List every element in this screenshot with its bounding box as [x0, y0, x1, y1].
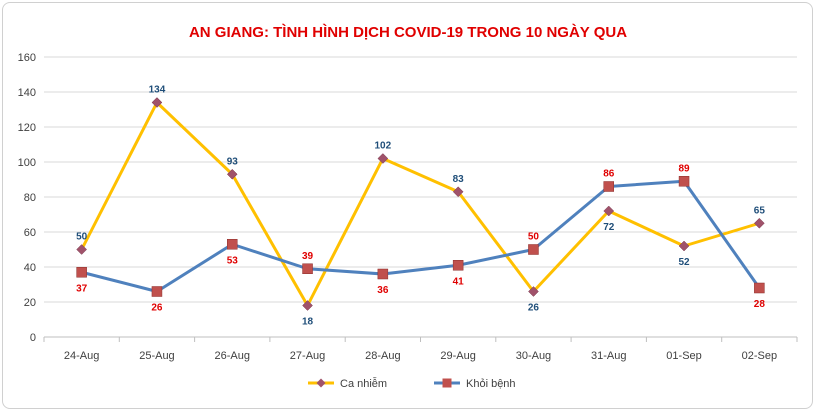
data-label: 102 — [375, 141, 392, 152]
y-tick-label: 80 — [24, 192, 36, 204]
data-point-marker — [227, 239, 238, 250]
x-tick-label: 25-Aug — [139, 350, 174, 362]
data-label: 134 — [149, 85, 166, 96]
chart-title: AN GIANG: TÌNH HÌNH DỊCH COVID-19 TRONG … — [189, 24, 627, 41]
y-tick-label: 120 — [18, 122, 36, 134]
data-point-marker — [151, 286, 163, 297]
x-tick-label: 24-Aug — [64, 350, 99, 362]
data-point-marker — [678, 176, 690, 187]
data-label: 36 — [377, 285, 389, 296]
data-label: 39 — [302, 251, 314, 262]
x-tick-label: 02-Sep — [742, 350, 777, 362]
data-point-marker — [151, 97, 163, 108]
data-label: 72 — [603, 222, 615, 233]
data-point-marker — [302, 300, 313, 311]
data-point-marker — [528, 286, 539, 297]
x-tick-label: 01-Sep — [666, 350, 701, 362]
data-point-marker — [452, 260, 464, 271]
data-label: 28 — [754, 299, 766, 310]
data-point-marker — [76, 267, 87, 278]
data-label: 52 — [678, 257, 690, 268]
data-point-marker — [528, 244, 539, 255]
data-point-marker — [678, 240, 690, 252]
legend-marker — [316, 378, 326, 388]
y-tick-label: 140 — [18, 87, 36, 99]
x-tick-label: 28-Aug — [365, 350, 400, 362]
x-tick-label: 31-Aug — [591, 350, 626, 362]
data-label: 26 — [151, 303, 163, 314]
data-point-marker — [753, 217, 765, 229]
x-tick-label: 27-Aug — [290, 350, 325, 362]
data-label: 53 — [227, 255, 239, 266]
data-point-marker — [377, 268, 389, 280]
data-point-marker — [302, 263, 313, 274]
data-point-marker — [603, 181, 614, 192]
series-group: 50 134 93 18 102 83 26 72 52 65 37 26 53 39 36 41 50 86 89… — [76, 85, 765, 328]
data-point-marker — [754, 282, 765, 294]
data-label: 93 — [227, 156, 239, 167]
data-point-marker — [76, 244, 88, 255]
gridlines — [44, 56, 797, 338]
data-label: 89 — [678, 163, 690, 174]
data-label: 26 — [528, 303, 540, 314]
series-line-1 — [80, 101, 761, 307]
data-label: 83 — [453, 174, 465, 185]
legend-marker — [442, 378, 452, 388]
y-tick-label: 20 — [24, 297, 36, 309]
x-tick-label: 30-Aug — [516, 350, 551, 362]
chart-frame — [2, 2, 813, 409]
y-axis: 0 20 40 60 80 100 120 140 160 — [18, 52, 36, 344]
y-tick-label: 60 — [24, 227, 36, 239]
data-point-marker — [452, 186, 464, 198]
data-label: 50 — [76, 232, 88, 243]
legend-label: Ca nhiễm — [340, 377, 387, 390]
data-label: 50 — [528, 232, 540, 243]
data-label: 86 — [603, 169, 615, 180]
data-label: 65 — [754, 205, 766, 216]
y-tick-label: 160 — [18, 52, 36, 64]
legend-label: Khỏi bệnh — [466, 378, 516, 390]
data-point-marker — [603, 205, 615, 217]
data-point-marker — [226, 168, 238, 180]
y-tick-label: 100 — [18, 157, 36, 169]
y-tick-label: 0 — [30, 332, 36, 344]
data-label: 37 — [76, 283, 88, 294]
x-tick-label: 26-Aug — [215, 350, 250, 362]
x-tick-label: 29-Aug — [440, 350, 475, 362]
x-axis: 24-Aug 25-Aug 26-Aug 27-Aug 28-Aug 29-Aug 30-A… — [43, 337, 798, 362]
data-label: 18 — [302, 317, 314, 328]
series-line-2 — [80, 179, 761, 293]
data-point-marker — [377, 153, 389, 164]
data-label: 41 — [453, 276, 465, 287]
y-tick-label: 40 — [24, 262, 36, 274]
legend: Ca nhiễm Khỏi bệnh — [308, 377, 516, 390]
